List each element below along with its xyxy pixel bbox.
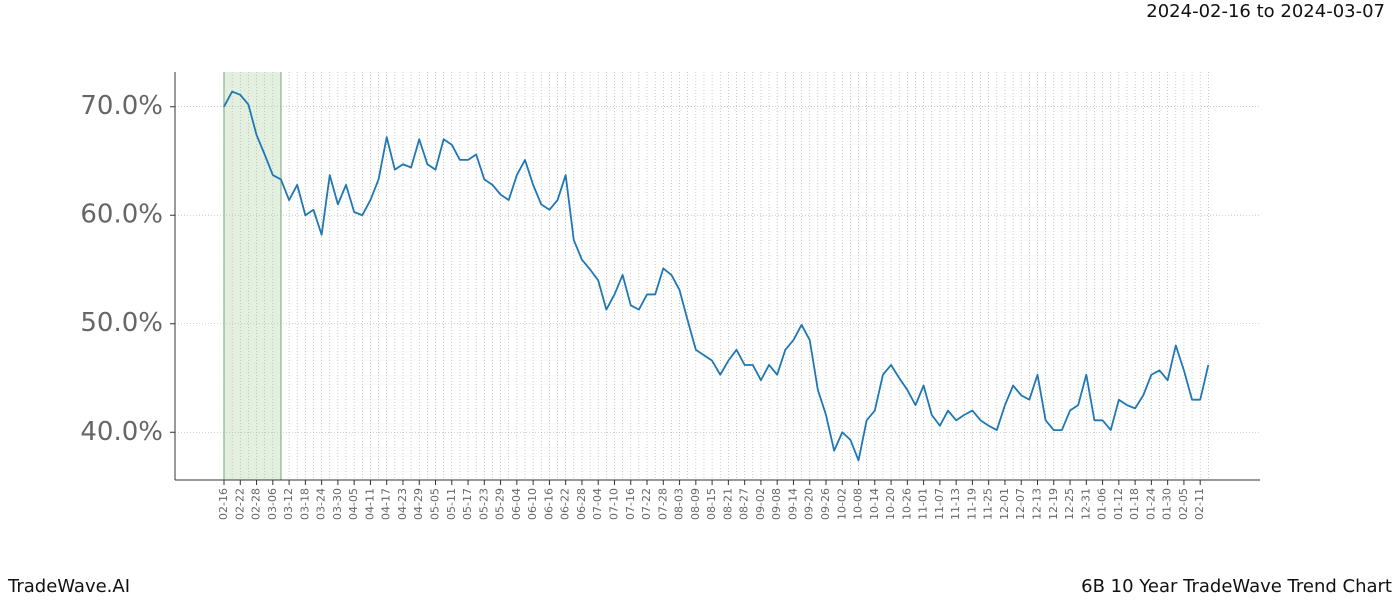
x-tick-label: 01-18: [1128, 488, 1141, 520]
x-tick-label: 02-11: [1193, 488, 1206, 520]
x-tick-label: 02-05: [1177, 488, 1190, 520]
x-tick-label: 03-30: [331, 488, 344, 520]
x-tick-label: 06-16: [542, 488, 555, 520]
x-tick-label: 12-31: [1079, 488, 1092, 520]
x-tick-label: 04-23: [396, 488, 409, 520]
x-tick-label: 06-28: [575, 488, 588, 520]
x-tick-label: 06-10: [526, 488, 539, 520]
x-tick-label: 05-23: [477, 488, 490, 520]
x-tick-label: 07-10: [607, 488, 620, 520]
x-tick-label: 09-20: [803, 488, 816, 520]
x-tick-label: 11-13: [949, 488, 962, 520]
x-tick-label: 04-11: [363, 488, 376, 520]
x-tick-label: 06-22: [559, 488, 572, 520]
x-tick-label: 08-03: [673, 488, 686, 520]
x-tick-label: 05-17: [461, 488, 474, 520]
x-tick-label: 10-08: [852, 488, 865, 520]
x-tick-label: 06-04: [510, 488, 523, 520]
x-tick-label: 03-24: [315, 488, 328, 520]
x-tick-label: 12-19: [1047, 488, 1060, 520]
footer-left: TradeWave.AI: [7, 576, 130, 597]
x-tick-label: 09-08: [770, 488, 783, 520]
chart-title: 2024-02-16 to 2024-03-07: [1146, 1, 1385, 22]
x-tick-label: 01-06: [1096, 488, 1109, 520]
x-tick-label: 01-30: [1161, 488, 1174, 520]
x-tick-label: 03-06: [266, 488, 279, 520]
y-tick-label: 70.0%: [80, 91, 163, 121]
x-tick-label: 07-04: [591, 488, 604, 520]
x-tick-label: 09-02: [754, 488, 767, 520]
x-tick-label: 11-25: [982, 488, 995, 520]
highlight-region: [224, 72, 281, 480]
x-tick-label: 04-29: [412, 488, 425, 520]
x-tick-label: 08-27: [738, 488, 751, 520]
y-tick-label: 60.0%: [80, 200, 163, 230]
x-tick-label: 10-20: [884, 488, 897, 520]
x-tick-label: 10-26: [900, 488, 913, 520]
x-tick-label: 07-28: [656, 488, 669, 520]
x-tick-label: 09-26: [819, 488, 832, 520]
x-tick-label: 12-01: [998, 488, 1011, 520]
x-tick-label: 08-21: [721, 488, 734, 520]
x-tick-label: 01-12: [1112, 488, 1125, 520]
data-line: [223, 90, 1210, 462]
x-tick-label: 02-22: [233, 488, 246, 520]
footer-right: 6B 10 Year TradeWave Trend Chart: [1081, 576, 1392, 597]
x-tick-label: 09-14: [786, 488, 799, 520]
x-tick-label: 02-28: [250, 488, 263, 520]
x-tick-label: 08-09: [689, 488, 702, 520]
x-tick-label: 05-11: [445, 488, 458, 520]
x-tick-label: 10-02: [835, 488, 848, 520]
x-tick-label: 12-07: [1014, 488, 1027, 520]
x-tick-label: 11-01: [917, 488, 930, 520]
x-tick-label: 03-12: [282, 488, 295, 520]
x-tick-label: 10-14: [868, 488, 881, 520]
x-tick-label: 02-16: [217, 488, 230, 520]
y-tick-label: 40.0%: [80, 417, 163, 447]
x-tick-label: 12-25: [1063, 488, 1076, 520]
x-tick-label: 11-07: [933, 488, 946, 520]
x-tick-label: 04-17: [380, 488, 393, 520]
x-tick-label: 11-19: [965, 488, 978, 520]
x-tick-label: 07-16: [624, 488, 637, 520]
y-tick-label: 50.0%: [80, 308, 163, 338]
x-tick-label: 12-13: [1031, 488, 1044, 520]
x-tick-label: 01-24: [1144, 488, 1157, 520]
x-tick-label: 08-15: [705, 488, 718, 520]
x-tick-label: 07-22: [640, 488, 653, 520]
x-tick-label: 04-05: [347, 488, 360, 520]
x-tick-label: 03-18: [298, 488, 311, 520]
x-tick-label: 05-05: [429, 488, 442, 520]
x-tick-label: 05-29: [494, 488, 507, 520]
